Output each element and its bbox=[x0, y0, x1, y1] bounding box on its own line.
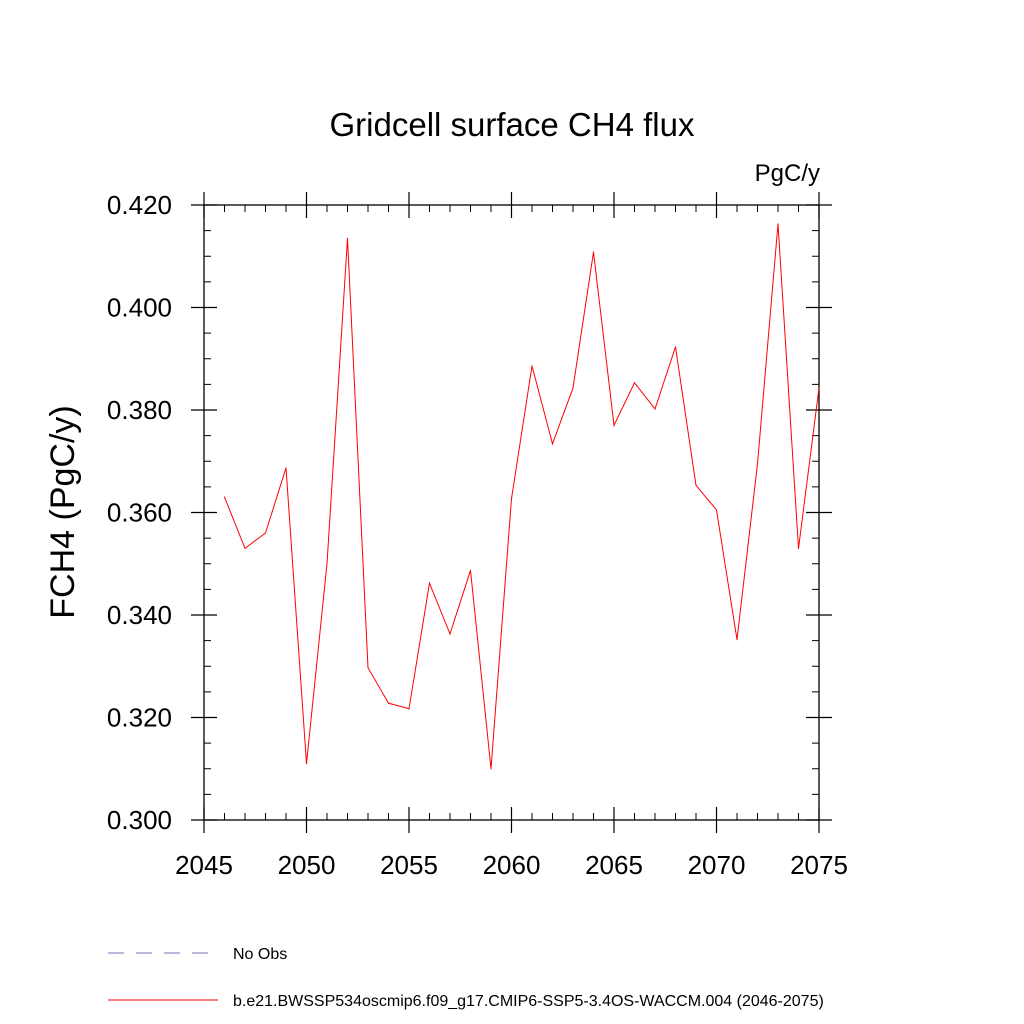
data-point bbox=[531, 365, 533, 367]
units-label: PgC/y bbox=[755, 160, 820, 187]
data-point bbox=[469, 569, 472, 572]
data-point bbox=[244, 547, 246, 549]
data-point bbox=[223, 496, 226, 498]
data-point bbox=[551, 443, 554, 445]
data-point bbox=[326, 563, 328, 565]
data-point bbox=[572, 387, 574, 389]
x-tick-label: 2075 bbox=[790, 850, 848, 880]
data-point bbox=[305, 763, 308, 765]
data-point bbox=[428, 582, 431, 584]
legend-label-no-obs: No Obs bbox=[233, 946, 287, 963]
x-tick-label: 2065 bbox=[585, 850, 643, 880]
data-point bbox=[592, 251, 595, 253]
data-point bbox=[797, 547, 800, 549]
x-tick-label: 2055 bbox=[380, 850, 438, 880]
data-point bbox=[490, 768, 492, 770]
tick-labels: 2045 2050 2055 2060 2065 2070 2075 0.300 0.320 0.… bbox=[107, 190, 848, 880]
legend-label-model-run: b.e21.BWSSP534oscmip6.f09_g17.CMIP6-SSP5… bbox=[233, 993, 824, 1010]
data-point bbox=[613, 424, 615, 426]
data-point bbox=[387, 702, 390, 704]
y-tick-label: 0.300 bbox=[107, 805, 172, 835]
data-point bbox=[654, 408, 656, 410]
data-point bbox=[756, 463, 759, 465]
x-tick-label: 2050 bbox=[278, 850, 336, 880]
data-point bbox=[818, 387, 820, 389]
data-point bbox=[633, 382, 636, 384]
x-tick-label: 2045 bbox=[175, 850, 233, 880]
data-point bbox=[736, 639, 738, 641]
y-tick-label: 0.420 bbox=[107, 190, 172, 220]
legend: No Obs b.e21.BWSSP534oscmip6.f09_g17.CMI… bbox=[108, 946, 824, 1010]
x-tick-label: 2060 bbox=[483, 850, 541, 880]
series-line-0 bbox=[224, 223, 820, 769]
x-tick-label: 2070 bbox=[688, 850, 746, 880]
y-tick-label: 0.380 bbox=[107, 395, 172, 425]
y-tick-label: 0.360 bbox=[107, 498, 172, 528]
data-point bbox=[715, 509, 718, 511]
data-point bbox=[264, 532, 267, 534]
plot-frame bbox=[203, 204, 820, 821]
y-tick-label: 0.320 bbox=[107, 703, 172, 733]
data-point bbox=[777, 223, 779, 225]
data-point bbox=[695, 484, 697, 486]
y-tick-label: 0.340 bbox=[107, 600, 172, 630]
data-point bbox=[367, 667, 369, 669]
data-point bbox=[346, 237, 349, 239]
axis-ticks bbox=[191, 192, 832, 833]
data-point bbox=[408, 708, 410, 710]
y-axis-label: FCH4 (PgC/y) bbox=[44, 405, 82, 618]
chart-title: Gridcell surface CH4 flux bbox=[330, 106, 695, 143]
series-layer bbox=[223, 223, 820, 770]
data-point bbox=[510, 498, 513, 500]
data-point bbox=[285, 467, 287, 469]
data-point bbox=[674, 346, 677, 348]
y-tick-label: 0.400 bbox=[107, 293, 172, 323]
data-point bbox=[449, 633, 451, 635]
